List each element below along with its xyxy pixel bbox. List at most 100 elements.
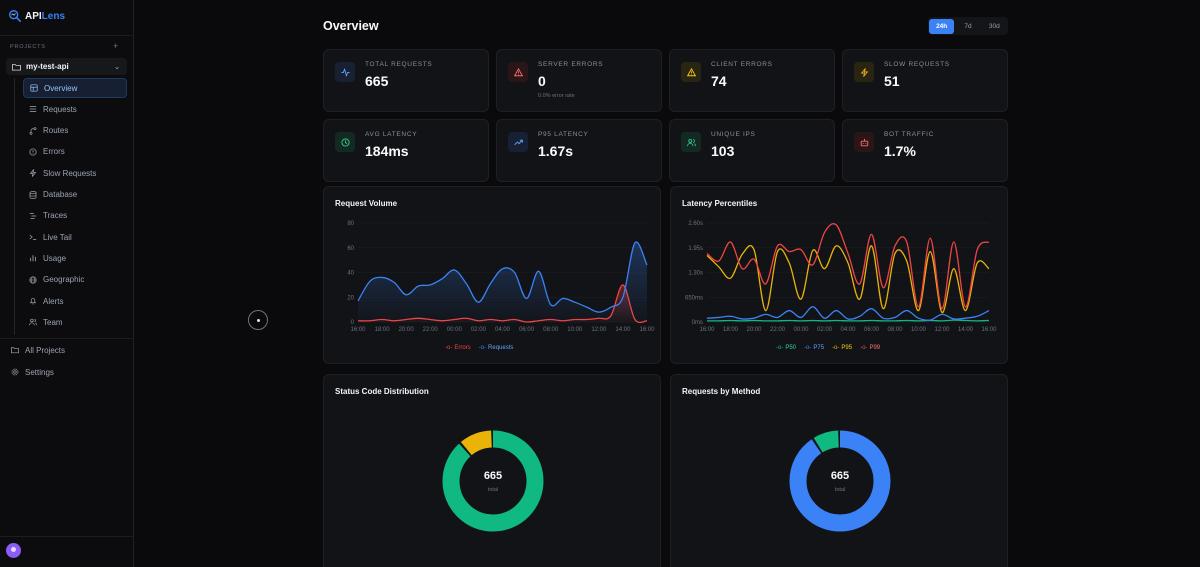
globe-icon bbox=[29, 276, 37, 284]
sidebar-item-label: Traces bbox=[43, 211, 68, 221]
list-icon bbox=[29, 105, 37, 113]
chevron-down-icon: ⌄ bbox=[114, 63, 120, 71]
legend-p50[interactable]: -o- P50 bbox=[776, 345, 797, 351]
y-tick-label: 1.95s bbox=[688, 246, 703, 252]
request-volume-panel: Request Volume 0 20 40 60 80 16:00 18:00 20:00 2… bbox=[323, 186, 661, 364]
x-tick-label: 02:00 bbox=[471, 327, 487, 333]
donut-total-label: total bbox=[488, 487, 498, 493]
range-30d-button[interactable]: 30d bbox=[988, 22, 1000, 30]
sidebar-item-live-tail[interactable]: Live Tail bbox=[23, 227, 127, 247]
folder-icon bbox=[11, 347, 19, 354]
stat-value: 184ms bbox=[365, 143, 409, 159]
sidebar-item-label: Requests bbox=[43, 104, 77, 114]
stat-value: 51 bbox=[884, 73, 900, 89]
sidebar-item-label: Slow Requests bbox=[43, 168, 97, 178]
routes-icon bbox=[29, 126, 37, 135]
divider bbox=[0, 536, 133, 537]
loading-spinner-icon bbox=[248, 310, 268, 330]
series-area-requests bbox=[358, 242, 647, 322]
range-7d-button[interactable]: 7d bbox=[964, 22, 972, 30]
y-tick-label: 0ms bbox=[692, 320, 703, 326]
bell-icon bbox=[29, 297, 37, 305]
projects-label: PROJECTS bbox=[10, 44, 46, 50]
x-tick-label: 14:00 bbox=[615, 327, 631, 333]
x-tick-label: 16:00 bbox=[981, 327, 997, 333]
x-tick-label: 22:00 bbox=[423, 327, 439, 333]
app-logo[interactable]: APILens bbox=[8, 9, 65, 23]
app-name-api: API bbox=[25, 10, 42, 22]
donut-slice-get[interactable] bbox=[789, 430, 891, 532]
stat-card-avg-latency: AVG LATENCY 184ms bbox=[323, 119, 489, 182]
terminal-icon bbox=[29, 233, 37, 241]
donut-slice-2xx[interactable] bbox=[442, 430, 544, 532]
x-tick-label: 02:00 bbox=[817, 327, 833, 333]
stat-card-unique-ips: UNIQUE IPS 103 bbox=[669, 119, 835, 182]
requests-by-method-panel: Requests by Method 665 total bbox=[670, 374, 1008, 567]
legend-requests[interactable]: -o- Requests bbox=[478, 345, 514, 351]
status-donut-chart: 665 total bbox=[442, 430, 544, 532]
stat-value: 1.7% bbox=[884, 143, 916, 159]
all-projects-link[interactable]: All Projects bbox=[6, 341, 126, 359]
sidebar-item-label: Database bbox=[43, 190, 78, 199]
gear-icon bbox=[11, 368, 19, 376]
sidebar-item-geographic[interactable]: Geographic bbox=[23, 270, 127, 290]
bot-icon bbox=[854, 132, 874, 152]
sidebar-item-requests[interactable]: Requests bbox=[23, 99, 127, 119]
sidebar-item-errors[interactable]: Errors bbox=[23, 142, 127, 162]
donut-total-label: total bbox=[835, 487, 845, 493]
project-selector[interactable]: my-test-api ⌄ bbox=[6, 58, 127, 75]
sidebar-item-label: Team bbox=[43, 317, 63, 327]
x-tick-label: 06:00 bbox=[519, 327, 535, 333]
warning-triangle-icon bbox=[508, 62, 528, 82]
x-tick-label: 06:00 bbox=[864, 327, 880, 333]
sidebar-item-overview[interactable]: Overview bbox=[23, 78, 127, 98]
sidebar: APILens PROJECTS + my-test-api ⌄ Overvie… bbox=[0, 0, 134, 567]
sidebar-item-traces[interactable]: Traces bbox=[23, 206, 127, 226]
sidebar-item-database[interactable]: Database bbox=[23, 185, 127, 205]
panel-title: Requests by Method bbox=[682, 387, 761, 396]
sidebar-item-routes[interactable]: Routes bbox=[23, 121, 127, 141]
y-tick-label: 1.30s bbox=[688, 271, 703, 277]
series-line-p99 bbox=[706, 223, 990, 310]
chart-legend: -o- P50 -o- P75 -o- P95 -o- P99 bbox=[776, 345, 880, 351]
sidebar-item-team[interactable]: Team bbox=[23, 312, 127, 332]
avatar[interactable] bbox=[6, 543, 21, 558]
legend-p99[interactable]: -o- P99 bbox=[860, 345, 881, 351]
series-line-p75 bbox=[706, 306, 990, 321]
sidebar-item-usage[interactable]: Usage bbox=[23, 248, 127, 268]
x-tick-label: 12:00 bbox=[934, 327, 950, 333]
legend-p75[interactable]: -o- P75 bbox=[804, 345, 825, 351]
warning-triangle-icon bbox=[681, 62, 701, 82]
x-tick-label: 22:00 bbox=[770, 327, 786, 333]
legend-errors[interactable]: -o- Errors bbox=[445, 345, 471, 351]
stat-label: TOTAL REQUESTS bbox=[365, 61, 433, 68]
range-24h-button[interactable]: 24h bbox=[929, 18, 955, 34]
panel-title: Status Code Distribution bbox=[335, 387, 429, 396]
x-tick-label: 08:00 bbox=[887, 327, 903, 333]
sidebar-item-alerts[interactable]: Alerts bbox=[23, 291, 127, 311]
stat-label: BOT TRAFFIC bbox=[884, 131, 935, 138]
x-tick-label: 14:00 bbox=[958, 327, 974, 333]
stat-card-slow-requests: SLOW REQUESTS 51 bbox=[842, 49, 1008, 112]
bolt-icon bbox=[29, 169, 37, 178]
legend-p95[interactable]: -o- P95 bbox=[832, 345, 853, 351]
series-line-requests bbox=[357, 241, 648, 313]
stat-card-server-errors: SERVER ERRORS 0 0.0% error rate bbox=[496, 49, 662, 112]
alert-circle-icon bbox=[29, 148, 37, 156]
stat-value: 0 bbox=[538, 73, 546, 89]
stat-value: 103 bbox=[711, 143, 735, 159]
stat-label: SERVER ERRORS bbox=[538, 61, 604, 68]
users-icon bbox=[29, 318, 37, 326]
sidebar-item-slow-requests[interactable]: Slow Requests bbox=[23, 163, 127, 183]
stat-value: 665 bbox=[365, 73, 389, 89]
x-tick-label: 18:00 bbox=[375, 327, 391, 333]
stat-card-bot-traffic: BOT TRAFFIC 1.7% bbox=[842, 119, 1008, 182]
stat-value: 1.67s bbox=[538, 143, 574, 159]
settings-link[interactable]: Settings bbox=[6, 363, 126, 381]
sidebar-item-label: Alerts bbox=[43, 296, 64, 306]
add-project-button[interactable]: + bbox=[113, 41, 119, 51]
y-tick-label: 20 bbox=[347, 295, 354, 301]
latency-chart: 0ms 650ms 1.30s 1.95s 2.60s 16:00 18:00 20:00 22… bbox=[685, 221, 997, 333]
x-tick-label: 10:00 bbox=[911, 327, 927, 333]
latency-percentiles-panel: Latency Percentiles 0ms 650ms 1.30s 1.95s 2.… bbox=[670, 186, 1008, 364]
